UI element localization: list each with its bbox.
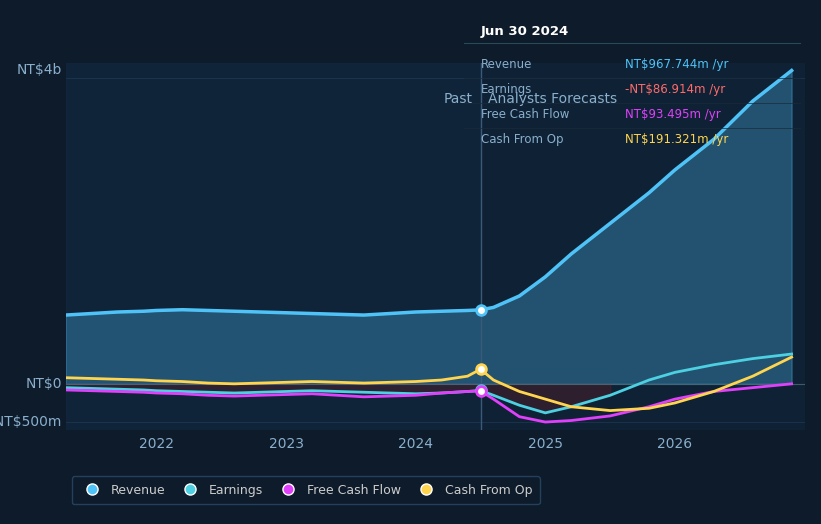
Text: -NT$500m: -NT$500m xyxy=(0,415,62,429)
Text: -NT$86.914m /yr: -NT$86.914m /yr xyxy=(626,83,726,96)
Text: NT$4b: NT$4b xyxy=(16,63,62,77)
Text: NT$93.495m /yr: NT$93.495m /yr xyxy=(626,108,721,121)
Text: Analysts Forecasts: Analysts Forecasts xyxy=(488,92,617,106)
Text: Past: Past xyxy=(443,92,473,106)
Legend: Revenue, Earnings, Free Cash Flow, Cash From Op: Revenue, Earnings, Free Cash Flow, Cash … xyxy=(72,476,539,504)
Bar xyxy=(66,63,480,430)
Text: NT$0: NT$0 xyxy=(25,377,62,391)
Text: NT$191.321m /yr: NT$191.321m /yr xyxy=(626,133,729,146)
Text: Cash From Op: Cash From Op xyxy=(481,133,563,146)
Text: Free Cash Flow: Free Cash Flow xyxy=(481,108,569,121)
Text: Revenue: Revenue xyxy=(481,58,532,71)
Text: Earnings: Earnings xyxy=(481,83,532,96)
Text: Jun 30 2024: Jun 30 2024 xyxy=(481,25,569,38)
Text: NT$967.744m /yr: NT$967.744m /yr xyxy=(626,58,729,71)
